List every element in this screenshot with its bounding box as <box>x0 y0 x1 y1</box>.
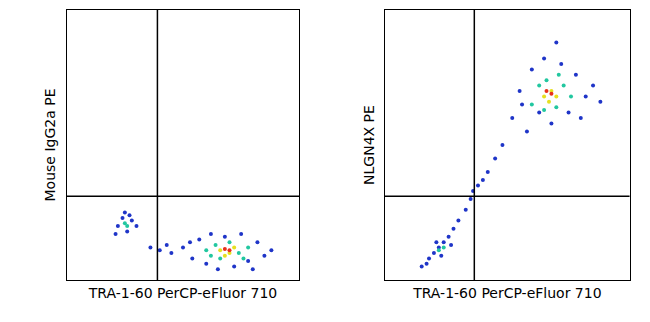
svg-text:TRA-1-60 PerCP-eFluor 710: TRA-1-60 PerCP-eFluor 710 <box>88 285 277 301</box>
svg-text:TRA-1-60 PerCP-eFluor 710: TRA-1-60 PerCP-eFluor 710 <box>412 285 601 301</box>
svg-text:NLGN4X PE: NLGN4X PE <box>361 105 377 185</box>
svg-text:Mouse IgG2a PE: Mouse IgG2a PE <box>42 89 58 202</box>
